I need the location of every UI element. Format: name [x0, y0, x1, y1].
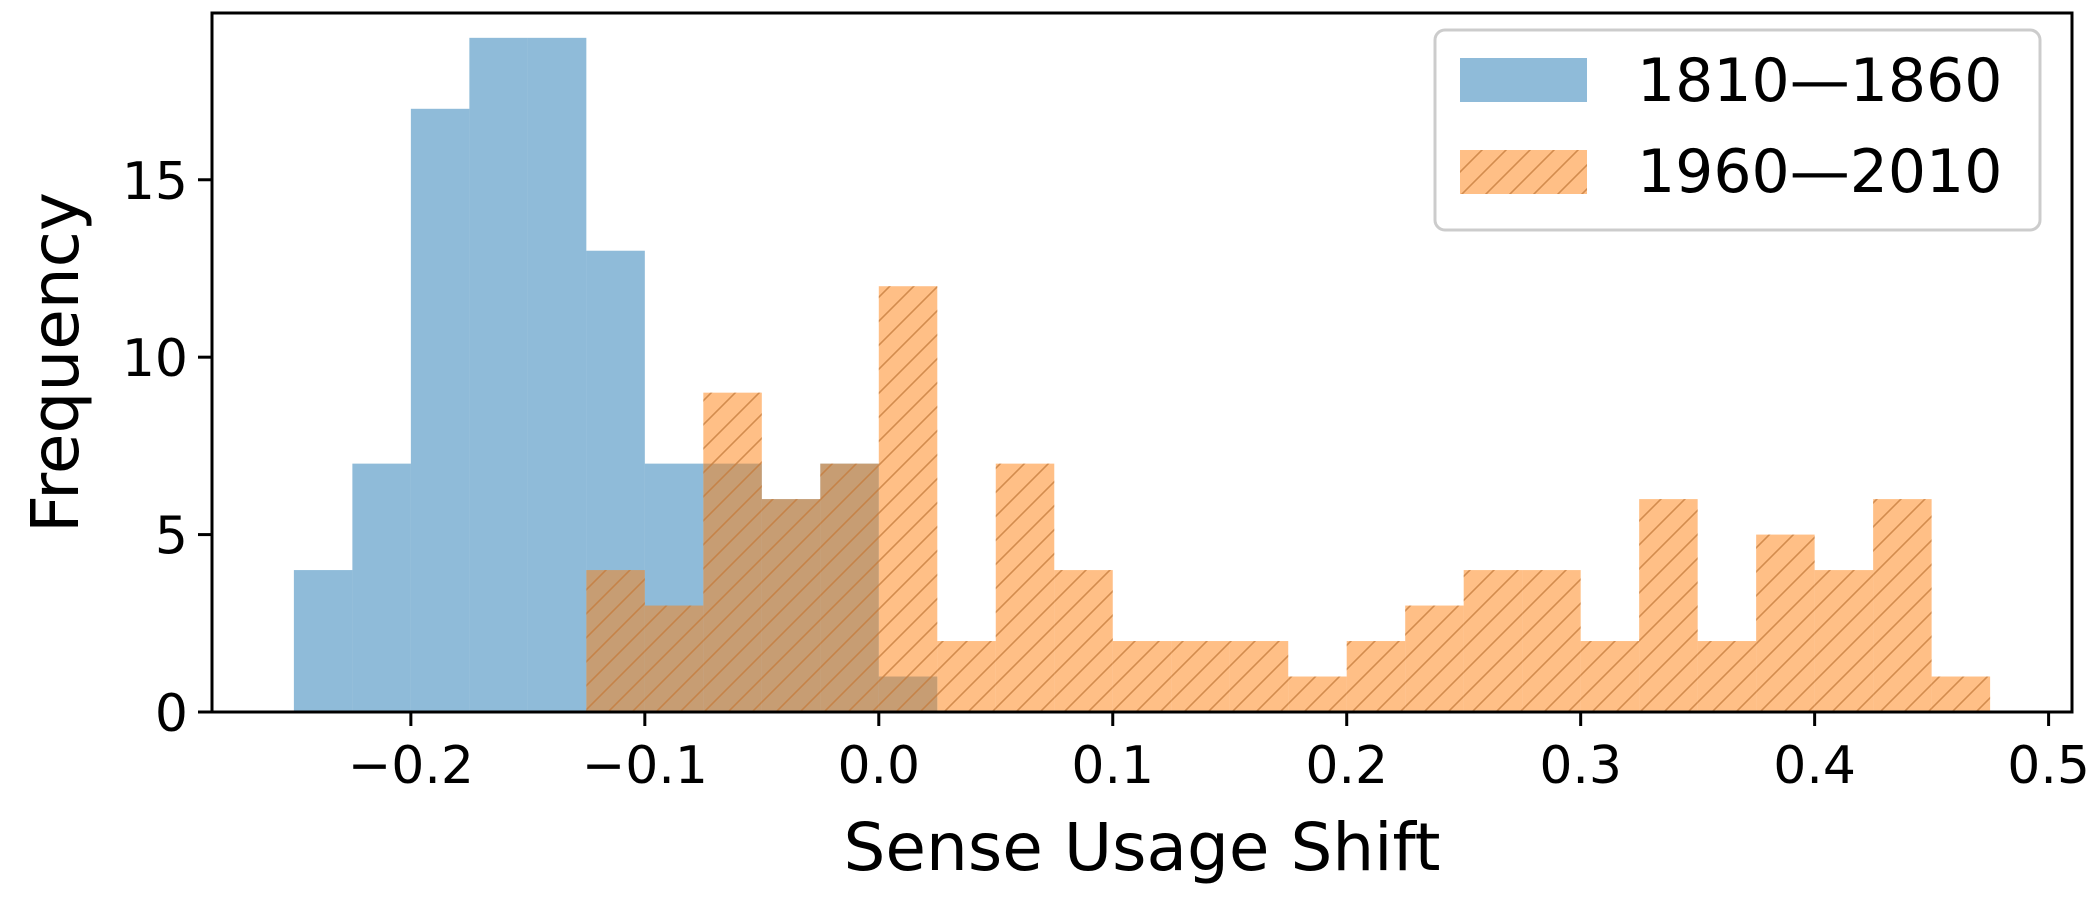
x-tick-label: −0.1 — [582, 736, 708, 796]
bar-hatch — [703, 392, 762, 712]
legend: 1810—1860 1960—2010 — [1433, 28, 2042, 232]
bar-hatch — [1229, 641, 1289, 712]
bar-hatch — [937, 641, 996, 712]
bar-hatch — [1814, 570, 1874, 712]
x-tick-label: 0.2 — [1305, 736, 1388, 796]
bar-hatch — [1463, 570, 1523, 712]
bar — [293, 570, 353, 712]
bar-hatch — [1054, 570, 1113, 712]
bar-hatch — [586, 570, 645, 712]
bar-hatch — [1697, 641, 1757, 712]
y-tick-label: 15 — [122, 152, 188, 212]
bar-hatch — [761, 499, 821, 712]
bar-hatch — [644, 605, 704, 712]
ticks-layer: −0.2 −0.1 0.0 0.1 0.2 0.3 0.4 0.5 0 5 10 15 — [122, 152, 2090, 796]
bar-hatch — [1171, 641, 1230, 712]
bar-hatch — [1639, 499, 1698, 712]
y-tick-label: 5 — [155, 507, 188, 567]
bars-layer — [293, 37, 1991, 713]
series-1 — [586, 286, 1991, 712]
x-tick-label: 0.0 — [837, 736, 920, 796]
x-tick-label: −0.2 — [348, 736, 474, 796]
bar-hatch — [1756, 534, 1815, 712]
bar-hatch — [1873, 499, 1932, 712]
bar-hatch — [1112, 641, 1172, 712]
legend-swatch-1960-2010-hatch — [1460, 150, 1587, 194]
x-tick-label: 0.3 — [1539, 736, 1622, 796]
legend-label-1810-1860: 1810—1860 — [1637, 46, 2002, 116]
y-axis-label: Frequency — [17, 192, 94, 533]
bar-hatch — [1405, 605, 1464, 712]
bar — [352, 463, 411, 712]
bar-hatch — [1522, 570, 1581, 712]
bar-hatch — [1288, 676, 1347, 712]
bar-hatch — [820, 463, 879, 712]
bar-hatch — [878, 286, 938, 712]
y-tick-label: 10 — [122, 329, 188, 389]
bar-hatch — [995, 463, 1055, 712]
bar — [527, 37, 587, 712]
x-tick-label: 0.1 — [1071, 736, 1154, 796]
x-tick-label: 0.4 — [1773, 736, 1856, 796]
bar-hatch — [1346, 641, 1406, 712]
x-tick-label: 0.5 — [2007, 736, 2090, 796]
bar — [410, 108, 470, 713]
bar-hatch — [1580, 641, 1640, 712]
y-tick-label: 0 — [155, 684, 188, 744]
x-axis-label: Sense Usage Shift — [844, 809, 1441, 886]
bar — [469, 37, 528, 712]
plot-frame — [210, 11, 2074, 714]
legend-swatch-1810-1860 — [1460, 58, 1587, 102]
bar-hatch — [1931, 676, 1991, 712]
legend-label-1960-2010: 1960—2010 — [1637, 137, 2002, 207]
